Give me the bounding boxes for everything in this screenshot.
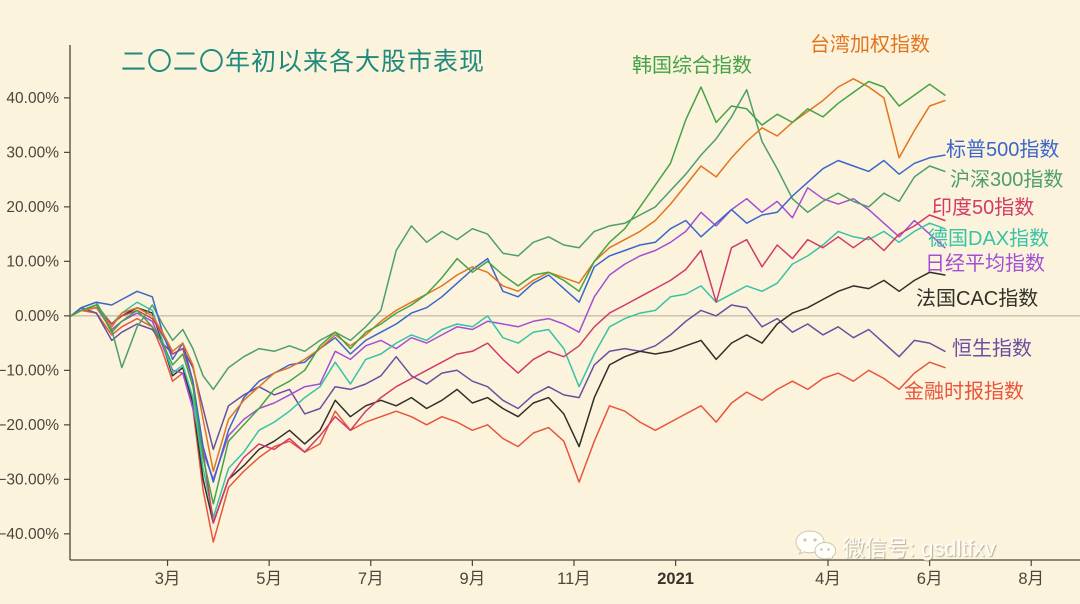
watermark: 微信号: gsdltfxv — [794, 529, 996, 565]
series-label-india: 印度50指数 — [932, 196, 1034, 219]
series-line-sp500 — [70, 154, 946, 483]
x-tick-label: 4月 — [815, 570, 841, 588]
series-line-nikkei — [70, 187, 946, 481]
series-label-ftse: 金融时报指数 — [904, 380, 1024, 403]
series-label-dax: 德国DAX指数 — [928, 227, 1049, 250]
x-tick-label: 6月 — [917, 570, 943, 588]
x-tick-label: 7月 — [358, 570, 384, 588]
series-label-kospi: 韩国综合指数 — [632, 54, 752, 77]
x-tick-label: 5月 — [256, 570, 282, 588]
series-label-csi300: 沪深300指数 — [950, 168, 1063, 191]
x-tick-label: 3月 — [155, 570, 181, 588]
series-label-sp500: 标普500指数 — [946, 138, 1059, 161]
series-line-csi300 — [70, 88, 946, 391]
x-tick-label: 11月 — [557, 570, 591, 588]
series-line-cac — [70, 271, 946, 524]
y-tick-label: 30.00% — [6, 144, 59, 161]
x-tick-label: 2021 — [657, 570, 694, 588]
y-tick-label: −40.00% — [0, 526, 59, 543]
series-label-hangseng: 恒生指数 — [952, 337, 1032, 360]
y-tick-label: −20.00% — [0, 417, 59, 434]
wechat-icon — [795, 530, 836, 561]
x-tick-label: 8月 — [1018, 570, 1044, 588]
y-tick-label: −30.00% — [0, 471, 59, 488]
x-tick-label: 9月 — [460, 570, 486, 588]
series-line-dax — [70, 222, 946, 519]
series-label-cac: 法国CAC指数 — [916, 287, 1038, 310]
chart-title: 二〇二〇年初以来各大股市表现 — [121, 48, 486, 76]
series-label-taiwan: 台湾加权指数 — [810, 33, 930, 56]
y-tick-label: 40.00% — [6, 90, 59, 107]
series-line-kospi — [70, 80, 946, 505]
y-tick-label: 20.00% — [6, 199, 59, 216]
y-tick-label: 0.00% — [15, 308, 59, 325]
y-tick-label: −10.00% — [0, 362, 59, 379]
y-tick-label: 10.00% — [6, 253, 59, 270]
watermark-text: 微信号: gsdltfxv — [843, 536, 996, 561]
series-label-nikkei: 日经平均指数 — [925, 252, 1045, 275]
